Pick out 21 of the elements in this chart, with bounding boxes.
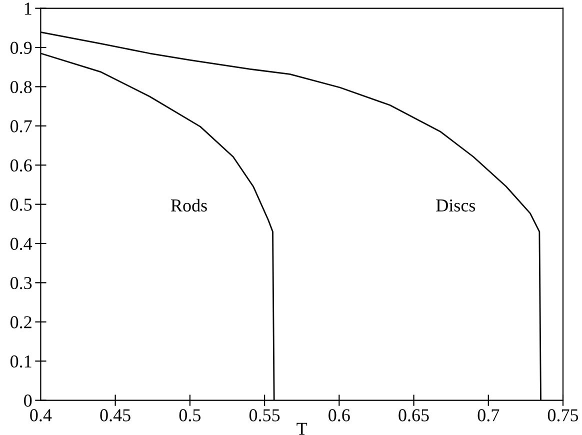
y-tick-label: 0.7 [10,120,32,132]
x-tick-label: 0.5 [179,409,201,422]
x-tick-label: 0.6 [328,409,350,422]
x-tick-label: 0.7 [478,409,500,422]
y-tick-label: 0 [24,394,32,407]
annotation: Rods [170,198,207,212]
y-tick-label: 0.9 [10,42,32,54]
y-tick-label: 1 [24,2,32,15]
x-tick-label: 0.55 [249,409,280,422]
y-tick-label: 0.8 [10,80,32,94]
x-tick-label: 0.75 [548,409,578,422]
x-tick-label: 0.65 [398,409,429,422]
annotation: Discs [436,199,476,212]
y-tick-label: 0.3 [10,276,32,290]
y-tick-label: 0.2 [10,316,32,328]
y-tick-label: 0.4 [10,238,32,250]
y-tick-label: 0.1 [10,355,32,368]
x-tick-label: 0.45 [100,409,130,422]
x-axis-title: T [296,422,308,435]
y-tick-label: 0.6 [10,159,32,172]
y-tick-label: 0.5 [10,198,32,211]
